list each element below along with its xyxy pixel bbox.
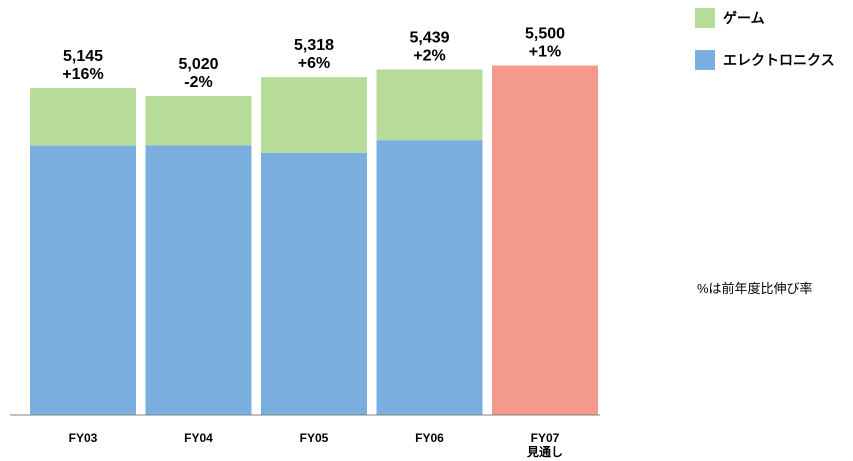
x-tick-label-2: FY04 bbox=[184, 431, 213, 445]
total-label-2: 5,020 bbox=[178, 56, 218, 73]
legend-swatch-electronics bbox=[695, 50, 715, 70]
bar-game-1 bbox=[30, 88, 136, 146]
bar-electronics-2 bbox=[145, 145, 252, 415]
total-label-3: 5,318 bbox=[294, 37, 334, 54]
bar-electronics-3 bbox=[261, 152, 367, 415]
growth-rate-note: %は前年度比伸び率 bbox=[697, 281, 813, 296]
total-label-4: 5,439 bbox=[409, 29, 449, 46]
x-tick-label-1: FY03 bbox=[69, 431, 98, 445]
bars-layer bbox=[30, 65, 598, 416]
x-tick-label-3: FY05 bbox=[300, 431, 329, 445]
growth-label-4: +2% bbox=[413, 47, 445, 64]
legend: ゲーム エレクトロニクス bbox=[695, 8, 835, 92]
bar-game-2 bbox=[145, 96, 252, 146]
legend-item-electronics: エレクトロニクス bbox=[695, 50, 835, 70]
growth-label-2: -2% bbox=[184, 74, 212, 91]
x-tick-label-4: FY06 bbox=[415, 431, 444, 445]
legend-label-game: ゲーム bbox=[723, 10, 765, 26]
labels-layer: 5,145+16% FY03 5,020-2% FY04 5,318+6% FY05 5,4… bbox=[62, 26, 565, 459]
growth-label-5: +1% bbox=[529, 44, 561, 61]
total-label-5: 5,500 bbox=[525, 26, 565, 43]
legend-swatch-game bbox=[695, 8, 715, 28]
bar-forecast-5 bbox=[492, 65, 598, 416]
growth-label-3: +6% bbox=[298, 55, 330, 72]
bar-electronics-4 bbox=[376, 140, 483, 415]
x-tick-label-5: FY07 bbox=[531, 431, 560, 445]
x-tick-label-5-line2: 見通し bbox=[526, 444, 563, 459]
legend-label-electronics: エレクトロニクス bbox=[723, 52, 835, 68]
total-label-1: 5,145 bbox=[63, 48, 103, 65]
bar-game-4 bbox=[376, 69, 483, 141]
bar-game-3 bbox=[261, 77, 367, 153]
growth-label-1: +16% bbox=[62, 66, 103, 83]
bar-electronics-1 bbox=[30, 145, 136, 415]
legend-item-game: ゲーム bbox=[695, 8, 835, 28]
